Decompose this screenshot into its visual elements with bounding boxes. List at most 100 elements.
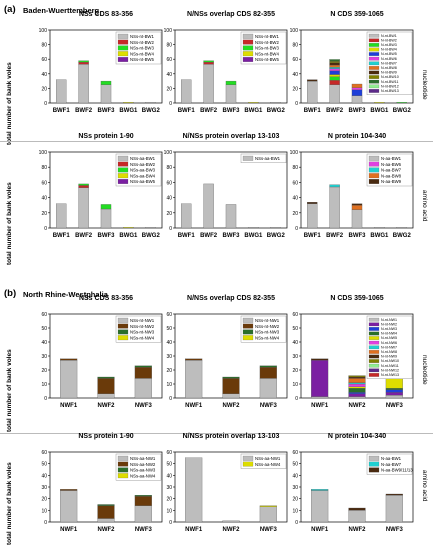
legend-label: NSs-nt-BW3 <box>255 46 279 51</box>
y-tick-label: 50 <box>166 462 172 468</box>
legend-swatch <box>368 368 380 373</box>
bar-segment <box>329 76 340 81</box>
legend-swatch <box>117 45 129 51</box>
x-tick-label: BWF1 <box>178 233 196 239</box>
legend-label: N-nt-BW10 <box>381 75 399 79</box>
bar-segment <box>134 505 152 523</box>
legend-label: NSs-aa-NW1 <box>255 456 281 461</box>
legend-swatch <box>368 179 380 184</box>
legend-swatch <box>368 89 380 93</box>
y-tick-label: 60 <box>166 180 172 186</box>
bar-segment <box>385 388 403 390</box>
x-tick-label: BWG1 <box>244 233 263 239</box>
legend-label: N-nt-BW6 <box>381 57 397 61</box>
section-b-label: (b) <box>4 288 17 299</box>
legend-swatch <box>368 363 380 368</box>
y-tick-label: 30 <box>166 485 172 491</box>
bar-segment <box>307 202 318 204</box>
y-tick-label: 10 <box>41 508 47 514</box>
chart-s0-c5: N protein 104-340 0 20 40 60 80 100 BWF1 BWF2 BWF… <box>290 133 414 239</box>
bar-segment <box>100 208 112 229</box>
bar-segment <box>203 183 214 229</box>
legend-label: N-nt-BW12 <box>381 84 399 88</box>
legend-label: N-nt-BW7 <box>381 61 397 65</box>
bar-segment <box>396 227 407 229</box>
bar-segment <box>56 79 67 104</box>
legend-label: N-nt-NW1 <box>381 318 397 322</box>
legend-swatch <box>368 331 380 336</box>
y-tick-label: 40 <box>166 340 172 346</box>
legend-label: N-nt-BW11 <box>381 80 399 84</box>
y-tick-label: 30 <box>41 354 47 360</box>
legend-label: NSs-nt-NW4 <box>130 335 155 340</box>
bar-segment <box>60 489 78 491</box>
y-tick-label: 60 <box>41 312 47 318</box>
legend-swatch <box>117 51 129 57</box>
legend-swatch <box>368 38 380 43</box>
bar-segment <box>60 490 78 523</box>
legend-label: NSs-nt-BW5 <box>255 57 279 62</box>
legend-swatch <box>368 43 380 47</box>
x-tick-label: NWF3 <box>260 527 278 533</box>
bar-segment <box>56 203 67 229</box>
bar-segment <box>311 396 329 399</box>
legend-swatch <box>117 179 129 184</box>
bar-segment <box>78 185 89 188</box>
section-a-row-separator <box>0 141 433 142</box>
bar-segment <box>311 490 329 523</box>
x-tick-label: NWF1 <box>185 527 203 533</box>
legend-swatch <box>242 51 254 57</box>
y-tick-label: 0 <box>295 396 298 402</box>
x-tick-label: NWF2 <box>349 527 367 533</box>
y-tick-label: 60 <box>292 57 298 63</box>
legend-swatch <box>368 336 380 340</box>
chart-s0-c4: N/NSs protein overlap 13-103 0 20 40 60 80 100… <box>164 133 288 239</box>
y-tick-label: 0 <box>169 101 172 107</box>
legend-box <box>240 153 287 164</box>
bar-segment <box>329 67 340 69</box>
section-b-region: North Rhine-Westphalia <box>23 290 108 299</box>
legend-swatch <box>242 317 254 323</box>
bar-segment <box>307 79 318 82</box>
bar-segment <box>97 376 115 379</box>
y-tick-label: 100 <box>164 150 173 156</box>
legend-swatch <box>368 61 380 66</box>
y-tick-label: 10 <box>166 508 172 514</box>
legend-label: NSs-nt-BW1 <box>130 34 154 39</box>
x-tick-label: BWG2 <box>393 233 412 239</box>
x-tick-label: BWG2 <box>142 233 161 239</box>
bar-segment <box>348 376 366 379</box>
legend-label: NSs-nt-NW1 <box>130 318 155 323</box>
legend-swatch <box>368 359 380 363</box>
legend-swatch <box>242 39 254 45</box>
legend-label: NSs-aa-NW4 <box>255 462 281 467</box>
y-tick-label: 30 <box>292 485 298 491</box>
legend-swatch <box>117 323 129 329</box>
x-tick-label: BWF2 <box>75 108 93 114</box>
bar-segment <box>134 365 152 368</box>
legend-label: NSs-nt-BW2 <box>130 40 154 45</box>
legend-swatch <box>368 461 380 467</box>
x-tick-label: BWG1 <box>119 108 138 114</box>
legend-swatch <box>368 70 380 75</box>
y-tick-label: 0 <box>295 520 298 526</box>
legend-swatch <box>117 167 129 173</box>
legend-label: N-aa-BW9 <box>381 179 402 184</box>
legend-swatch <box>368 167 380 173</box>
legend-label: NSs-aa-BW4 <box>130 173 156 178</box>
bar-segment <box>100 84 112 104</box>
legend-swatch <box>368 47 380 52</box>
chart-title: N/NSs overlap CDS 82-355 <box>187 295 275 302</box>
chart-title: N/NSs protein overlap 13-103 <box>183 433 280 440</box>
bar-segment <box>222 393 240 399</box>
x-tick-label: BWF3 <box>349 233 367 239</box>
y-tick-label: 80 <box>41 43 47 49</box>
x-tick-label: BWF3 <box>98 233 116 239</box>
x-tick-label: BWF3 <box>223 108 241 114</box>
y-tick-label: 80 <box>166 43 172 49</box>
legend-label: N-aa-BW7 <box>381 462 402 467</box>
y-tick-label: 40 <box>166 473 172 479</box>
